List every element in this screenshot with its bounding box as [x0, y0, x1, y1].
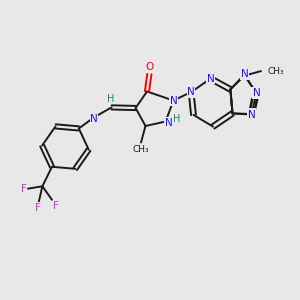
- Text: N: N: [248, 109, 255, 119]
- Text: H: H: [107, 94, 115, 104]
- Text: CH₃: CH₃: [133, 145, 149, 154]
- Text: N: N: [248, 110, 255, 120]
- Text: N: N: [187, 87, 195, 97]
- Text: CH₃: CH₃: [268, 67, 284, 76]
- Text: F: F: [34, 203, 40, 213]
- Text: N: N: [165, 118, 172, 128]
- Text: N: N: [207, 74, 214, 84]
- Text: N: N: [90, 113, 98, 124]
- Text: O: O: [145, 62, 154, 73]
- Text: N: N: [241, 69, 248, 80]
- Text: F: F: [21, 184, 27, 194]
- Text: H: H: [173, 114, 181, 124]
- Text: F: F: [53, 201, 59, 211]
- Text: N: N: [169, 95, 177, 106]
- Text: N: N: [253, 88, 260, 98]
- Text: N: N: [252, 87, 260, 98]
